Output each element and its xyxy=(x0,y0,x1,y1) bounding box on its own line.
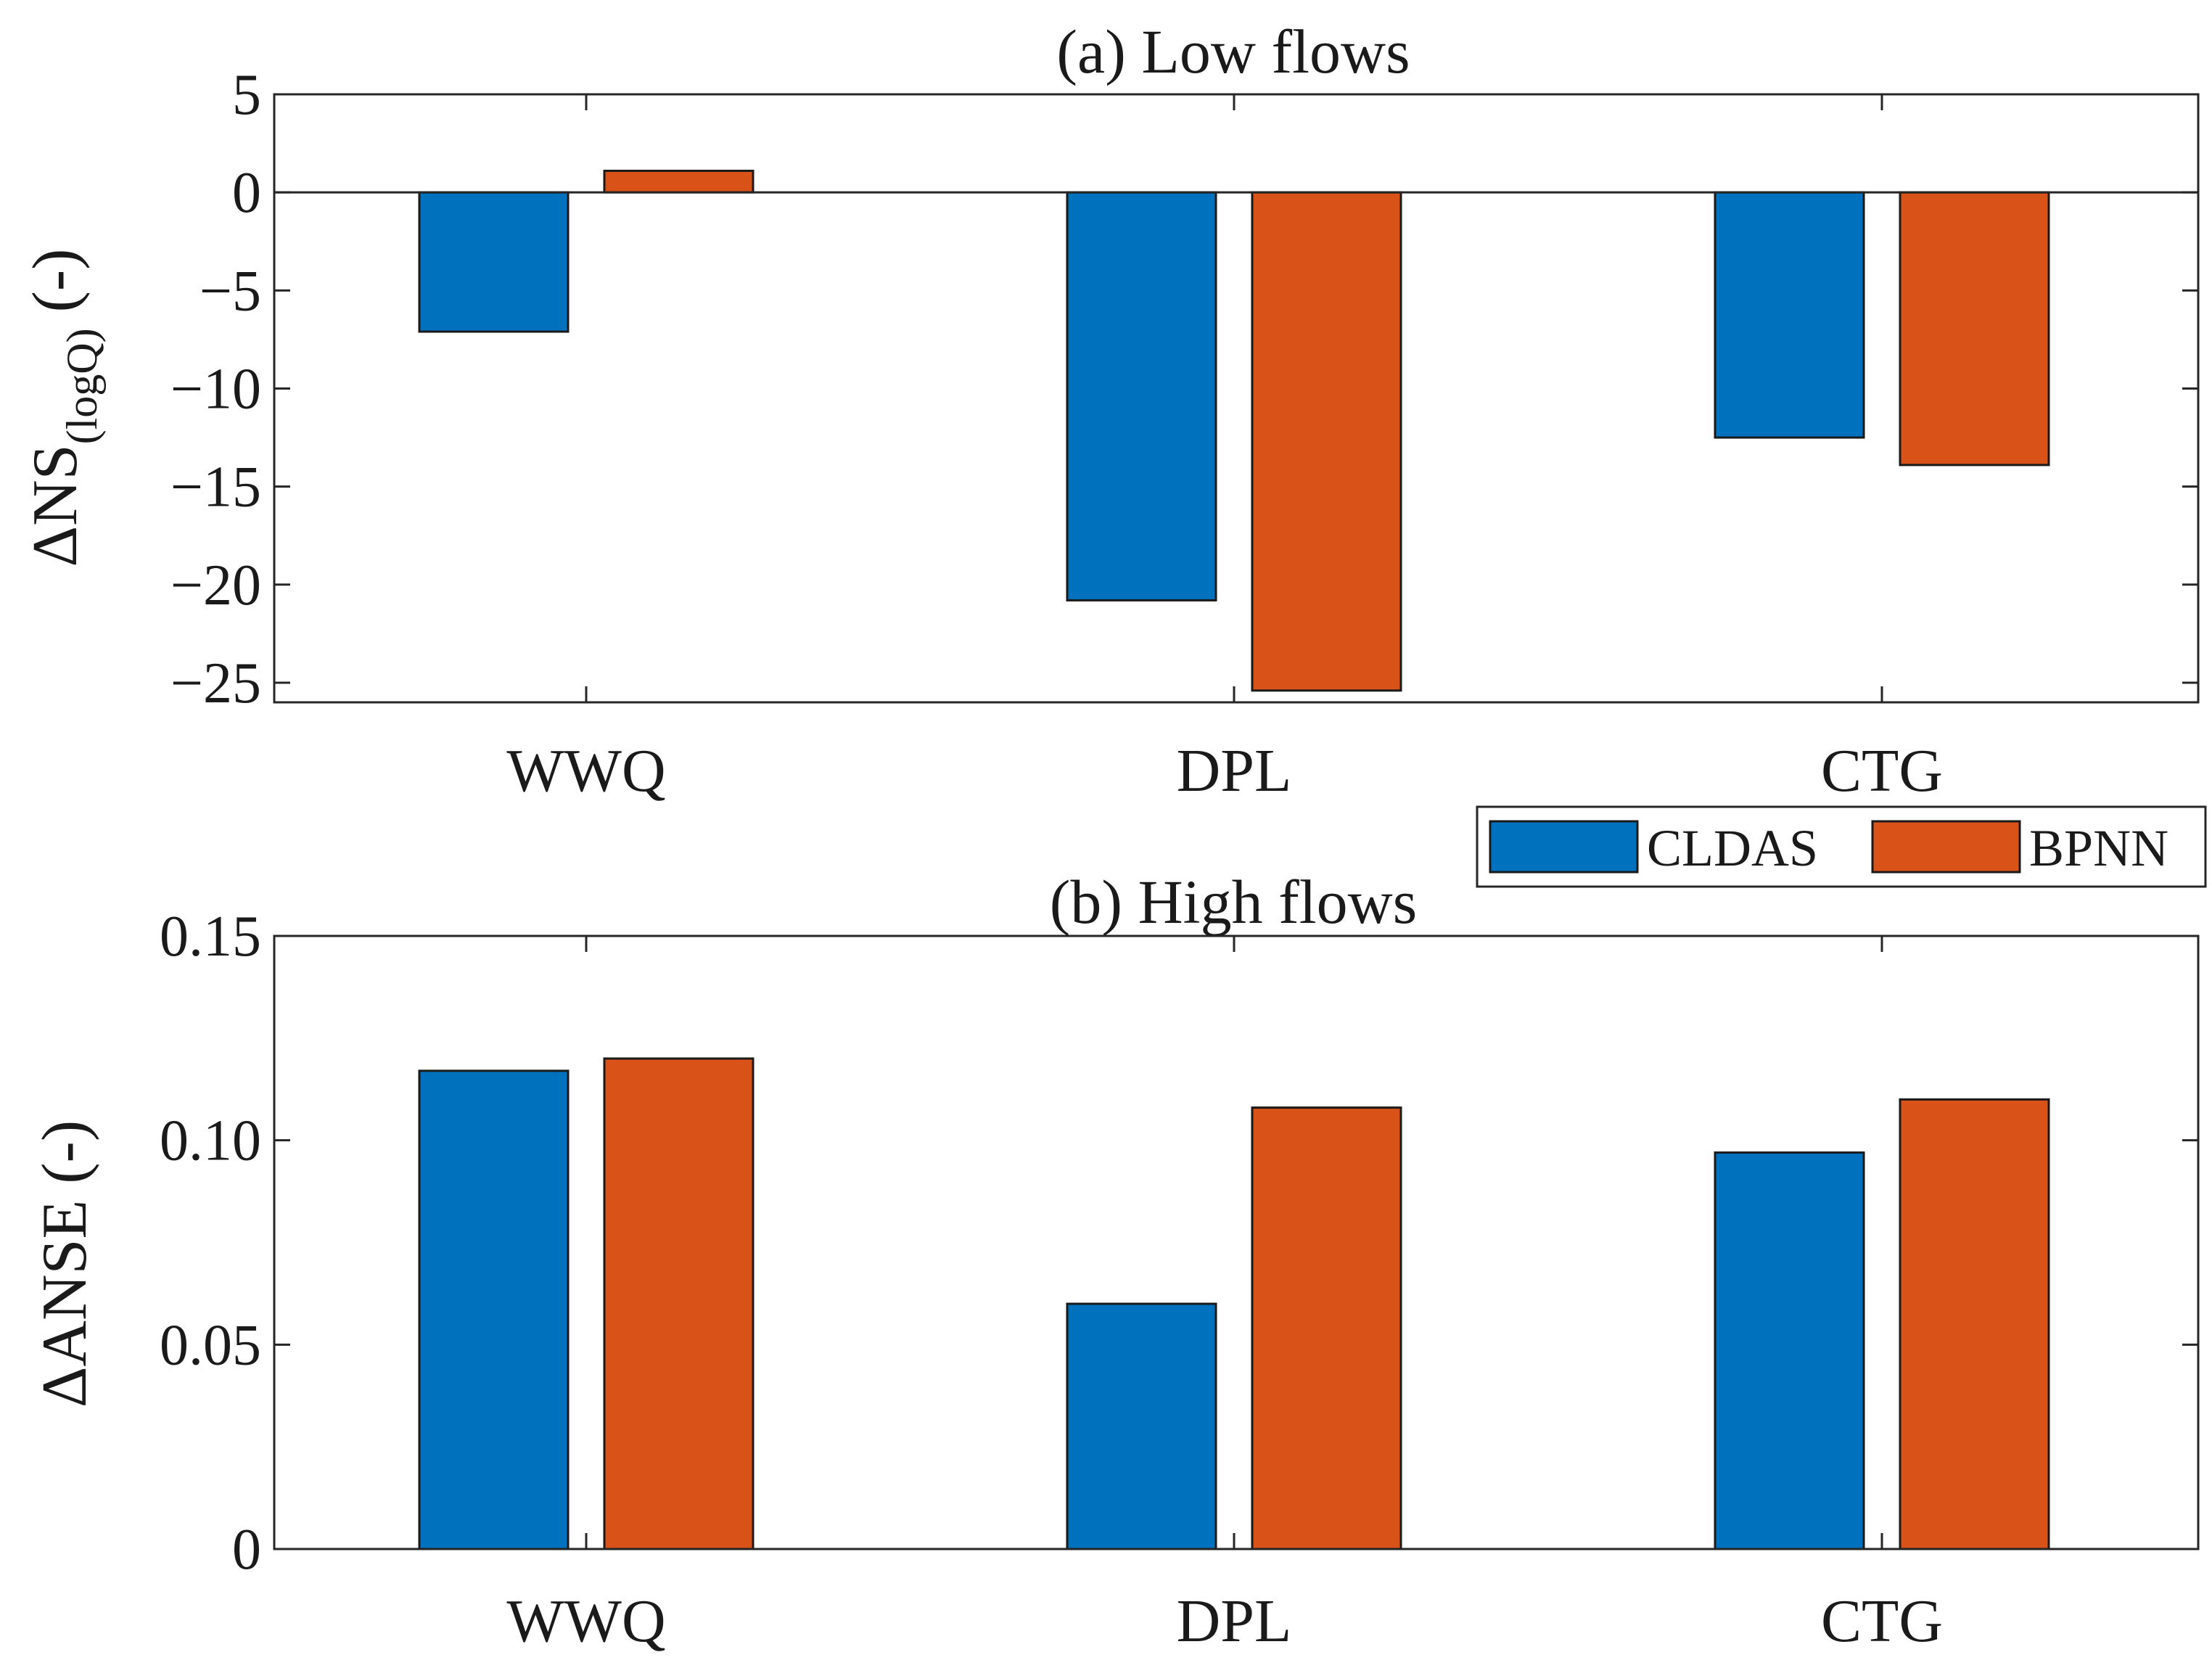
bar-cldas-dpl xyxy=(1066,191,1217,601)
axes-box xyxy=(273,93,2200,704)
axes-box xyxy=(273,934,2200,1550)
bar-cldas-wwq xyxy=(418,1069,570,1550)
x-tick-label-dpl: DPL xyxy=(1177,1587,1292,1655)
chart-title: (a) Low flows xyxy=(1056,17,1410,86)
y-tick-label: −10 xyxy=(170,357,261,421)
bar-bpnn-wwq xyxy=(603,1057,755,1550)
y-tick-label: −5 xyxy=(200,259,261,323)
bar-bpnn-dpl xyxy=(1251,191,1402,692)
y-axis-label: ΔNS(logQ) (-) xyxy=(20,249,106,567)
svg-text:ΔNS(logQ) (-): ΔNS(logQ) (-) xyxy=(20,249,106,567)
y-axis-label-main: ΔNS xyxy=(20,444,91,567)
legend-label-cldas: CLDAS xyxy=(1647,819,1818,877)
legend-swatch-bpnn xyxy=(1871,820,2021,874)
y-tick-label: 0.10 xyxy=(160,1109,261,1173)
y-tick-label: 0.15 xyxy=(160,905,261,969)
x-tick-label-wwq: WWQ xyxy=(506,1587,665,1655)
x-tick-label-dpl: DPL xyxy=(1177,737,1292,805)
bar-bpnn-dpl xyxy=(1251,1106,1402,1550)
x-tick-label-ctg: CTG xyxy=(1821,1587,1943,1655)
chart-title: (b) High flows xyxy=(1050,867,1417,937)
x-tick-label-wwq: WWQ xyxy=(506,737,665,805)
bar-cldas-wwq xyxy=(418,191,570,333)
y-axis-label: ΔANSE (-) xyxy=(30,1120,100,1408)
y-tick-label: −20 xyxy=(170,554,261,617)
x-tick-label-ctg: CTG xyxy=(1821,737,1943,805)
bar-cldas-dpl xyxy=(1066,1302,1217,1550)
legend-label-bpnn: BPNN xyxy=(2029,819,2168,877)
bar-cldas-ctg xyxy=(1714,1151,1865,1550)
y-axis-label-subscript: (logQ) xyxy=(58,328,106,444)
panel-low-flows: (a) Low flows ΔNS(logQ) (-) 5 0 −5 −10 −15 −2… xyxy=(20,17,2200,805)
y-axis-label-unit: (-) xyxy=(20,249,91,329)
bar-bpnn-ctg xyxy=(1899,1098,2050,1550)
bar-bpnn-wwq xyxy=(603,169,755,194)
y-tick-label: −15 xyxy=(170,456,261,519)
y-tick-label: −25 xyxy=(170,652,261,715)
y-tick-label: 5 xyxy=(232,63,261,127)
y-tick-label: 0 xyxy=(232,1518,261,1582)
legend: CLDAS BPNN xyxy=(1476,805,2207,888)
bar-cldas-ctg xyxy=(1714,191,1865,439)
y-tick-label: 0 xyxy=(232,161,261,225)
panel-high-flows: (b) High flows ΔANSE (-) 0 0.05 0.10 0.15 WW… xyxy=(30,867,2200,1655)
bar-bpnn-ctg xyxy=(1899,191,2050,467)
y-axis-label-text: ΔANSE (-) xyxy=(30,1120,100,1408)
legend-swatch-cldas xyxy=(1489,820,1639,874)
y-tick-label: 0.05 xyxy=(160,1313,261,1377)
